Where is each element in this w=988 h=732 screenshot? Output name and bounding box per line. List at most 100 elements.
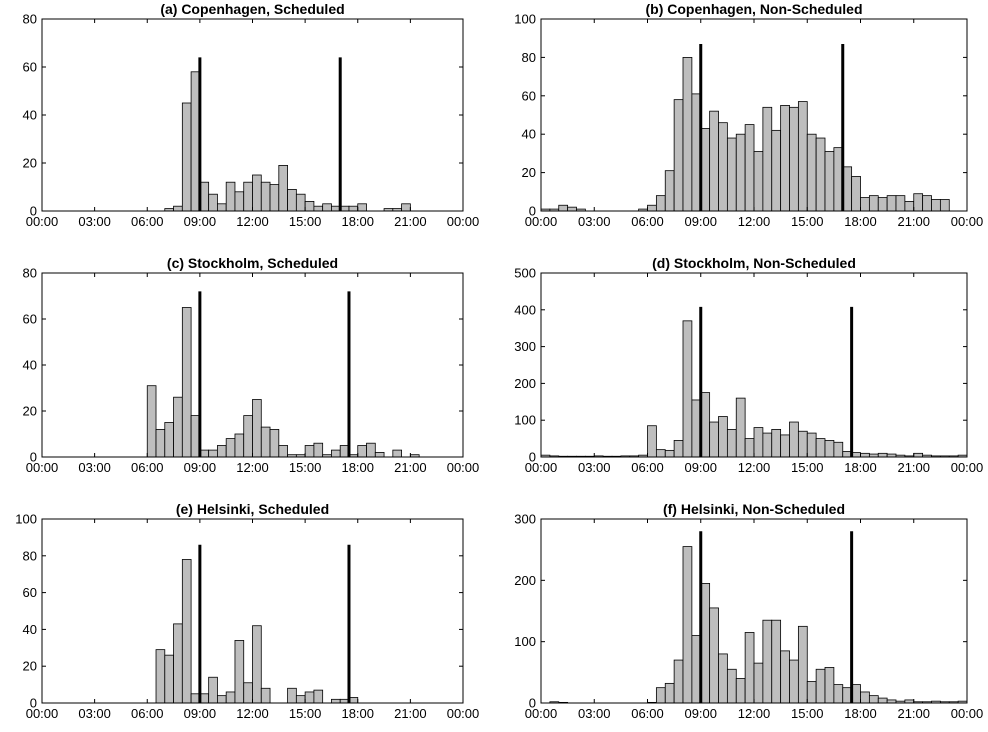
y-tick-label: 20	[522, 165, 536, 180]
y-tick-label: 60	[522, 88, 536, 103]
histogram-bar	[860, 452, 870, 458]
y-tick-label: 0	[30, 450, 37, 465]
y-tick-label: 80	[23, 266, 37, 281]
histogram-bar	[771, 129, 782, 212]
panel-stockholm-non-scheduled: (d) Stockholm, Non-Scheduled 0 100 200 300 40…	[514, 255, 983, 475]
x-tick-label: 06:00	[131, 214, 164, 229]
y-tick-label: 80	[522, 50, 536, 65]
histogram-bar	[780, 105, 790, 212]
x-tick-label: 09:00	[684, 214, 717, 229]
y-tick-label: 0	[529, 696, 536, 711]
histogram-bar	[877, 197, 888, 212]
histogram-bar	[726, 137, 737, 212]
histogram-bar	[673, 659, 684, 704]
x-tick-label: 00:00	[951, 706, 984, 721]
histogram-bar	[234, 640, 245, 704]
histogram-bar	[709, 110, 719, 212]
histogram-bar	[789, 421, 799, 458]
histogram-bar	[815, 668, 826, 704]
histogram-bar	[904, 200, 915, 212]
x-tick-label: 06:00	[631, 460, 664, 475]
histogram-bar	[718, 122, 728, 212]
x-tick-label: 03:00	[78, 706, 111, 721]
histogram-bar	[295, 695, 306, 704]
histogram-bar	[939, 199, 950, 212]
histogram-bar	[815, 438, 826, 458]
histogram-bar	[753, 151, 764, 212]
histogram-bar	[260, 181, 271, 212]
x-tick-label: 18:00	[341, 214, 374, 229]
y-tick-label: 100	[514, 413, 536, 428]
histogram-bar	[753, 662, 764, 704]
histogram-bar	[401, 203, 411, 212]
histogram-bar	[164, 654, 174, 704]
histogram-bar	[789, 106, 799, 212]
x-tick-label: 00:00	[26, 214, 59, 229]
histogram-bar	[260, 426, 271, 458]
histogram-bar	[208, 676, 218, 704]
histogram-bar	[682, 320, 693, 458]
histogram-bar	[931, 199, 941, 212]
y-tick-label: 20	[23, 404, 37, 419]
x-tick-label: 00:00	[951, 460, 984, 475]
x-tick-label: 21:00	[897, 460, 930, 475]
y-tick-label: 60	[23, 60, 37, 75]
y-tick-label: 80	[23, 548, 37, 563]
histogram-bar	[322, 203, 332, 212]
histogram-bar	[374, 451, 385, 458]
histogram-bar	[155, 428, 166, 458]
histogram-bar	[269, 428, 280, 458]
histogram-bar	[304, 445, 315, 458]
panel-copenhagen-scheduled: (a) Copenhagen, Scheduled 0 20 40 60 80 00:00 0…	[23, 1, 480, 229]
chart-title: (e) Helsinki, Scheduled	[176, 501, 329, 517]
histogram-bar	[797, 625, 808, 704]
histogram-bar	[824, 440, 835, 458]
histogram-bar	[647, 425, 657, 458]
histogram-bar	[252, 174, 262, 212]
histogram-bar	[287, 687, 297, 704]
x-tick-label: 18:00	[844, 214, 877, 229]
y-tick-label: 40	[522, 127, 536, 142]
x-tick-label: 12:00	[738, 706, 771, 721]
x-tick-label: 00:00	[26, 460, 59, 475]
histogram-bar	[833, 441, 844, 458]
histogram-bar	[392, 449, 402, 458]
x-tick-label: 09:00	[684, 706, 717, 721]
y-tick-label: 500	[514, 266, 536, 281]
x-tick-label: 06:00	[131, 460, 164, 475]
histogram-bar	[718, 653, 728, 704]
histogram-bar	[762, 106, 773, 212]
x-tick-label: 21:00	[897, 706, 930, 721]
histogram-bar	[673, 99, 684, 212]
y-tick-label: 20	[23, 156, 37, 171]
chart-title: (a) Copenhagen, Scheduled	[160, 1, 344, 17]
histogram-bar	[735, 397, 746, 458]
y-tick-label: 100	[514, 12, 536, 27]
x-tick-label: 21:00	[897, 214, 930, 229]
histogram-bar	[558, 204, 569, 212]
histogram-bar	[771, 428, 782, 458]
histogram-bar	[287, 188, 297, 212]
histogram-bar	[181, 102, 192, 212]
histogram-bar	[877, 697, 888, 704]
histogram-bar	[895, 195, 906, 212]
x-tick-label: 18:00	[844, 706, 877, 721]
x-tick-label: 00:00	[447, 460, 480, 475]
histogram-bar	[886, 195, 897, 212]
histogram-bar	[780, 434, 790, 458]
histogram-bar	[762, 432, 773, 458]
histogram-bar	[735, 678, 746, 704]
x-tick-label: 12:00	[738, 460, 771, 475]
x-tick-label: 09:00	[684, 460, 717, 475]
histogram-bar	[366, 442, 376, 458]
x-tick-label: 15:00	[791, 706, 824, 721]
histogram-bar	[913, 193, 924, 212]
histogram-bar	[208, 193, 218, 212]
x-tick-label: 15:00	[289, 706, 322, 721]
histogram-bar	[304, 691, 315, 704]
histogram-bar	[806, 133, 817, 212]
histogram-bar	[217, 203, 227, 212]
y-tick-label: 0	[529, 450, 536, 465]
histogram-bar	[709, 421, 719, 458]
histogram-bar	[357, 203, 367, 212]
